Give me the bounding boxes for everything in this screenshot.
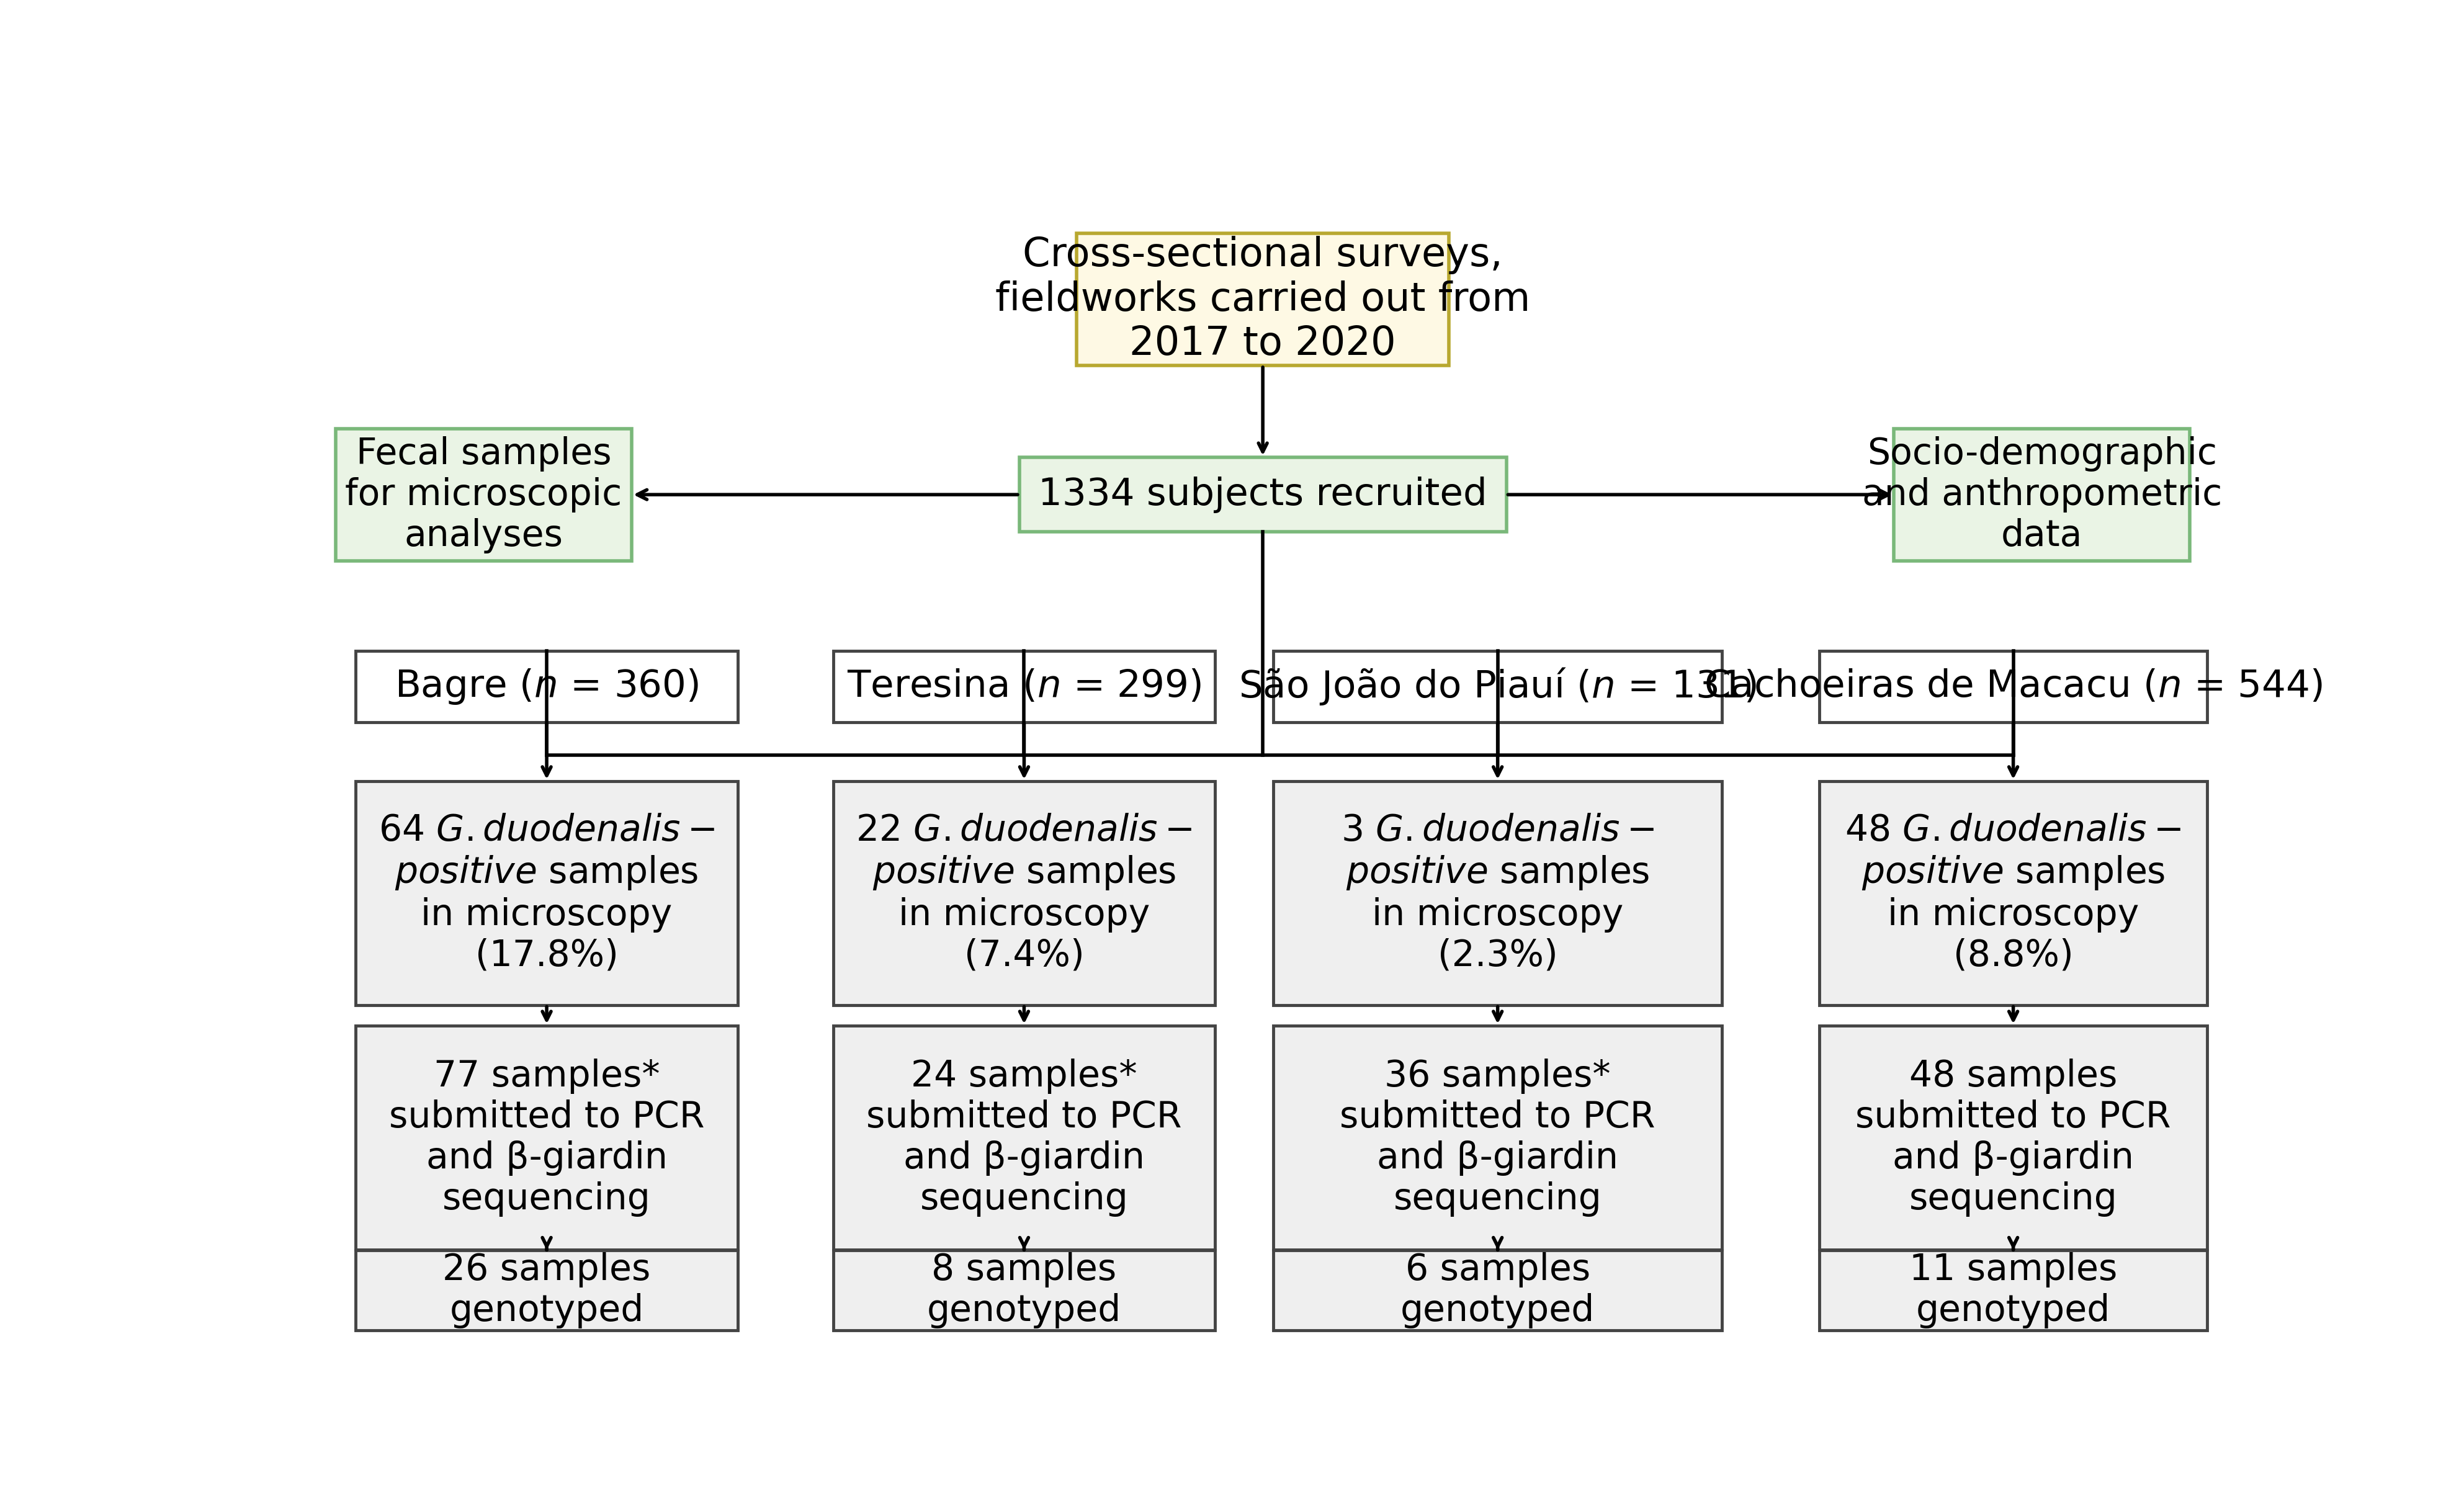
FancyBboxPatch shape: [1818, 781, 2208, 1005]
FancyBboxPatch shape: [833, 650, 1215, 722]
FancyBboxPatch shape: [1895, 428, 2190, 561]
FancyBboxPatch shape: [1274, 1249, 1722, 1330]
FancyBboxPatch shape: [1274, 1026, 1722, 1249]
Text: 6 samples
genotyped: 6 samples genotyped: [1400, 1252, 1594, 1328]
FancyBboxPatch shape: [833, 1026, 1215, 1249]
FancyBboxPatch shape: [1274, 781, 1722, 1005]
Text: 22 $\it{G. duodenalis-}$
$\it{positive}$ samples
in microscopy
(7.4%): 22 $\it{G. duodenalis-}$ $\it{positive}$…: [855, 813, 1193, 974]
Text: 1334 subjects recruited: 1334 subjects recruited: [1037, 476, 1488, 513]
FancyBboxPatch shape: [1818, 1026, 2208, 1249]
Text: Cachoeiras de Macacu ($n$ = 544): Cachoeiras de Macacu ($n$ = 544): [1705, 668, 2324, 705]
FancyBboxPatch shape: [355, 1249, 737, 1330]
Text: 3 $\it{G. duodenalis-}$
$\it{positive}$ samples
in microscopy
(2.3%): 3 $\it{G. duodenalis-}$ $\it{positive}$ …: [1340, 813, 1653, 974]
Text: 24 samples*
submitted to PCR
and β-giardin
sequencing: 24 samples* submitted to PCR and β-giard…: [867, 1059, 1183, 1217]
Text: 48 $\it{G. duodenalis-}$
$\it{positive}$ samples
in microscopy
(8.8%): 48 $\it{G. duodenalis-}$ $\it{positive}$…: [1846, 813, 2181, 974]
FancyBboxPatch shape: [1020, 458, 1506, 532]
Text: 8 samples
genotyped: 8 samples genotyped: [926, 1252, 1121, 1328]
FancyBboxPatch shape: [1077, 234, 1449, 365]
FancyBboxPatch shape: [1274, 650, 1722, 722]
Text: Fecal samples
for microscopic
analyses: Fecal samples for microscopic analyses: [345, 435, 621, 553]
Text: 36 samples*
submitted to PCR
and β-giardin
sequencing: 36 samples* submitted to PCR and β-giard…: [1340, 1059, 1656, 1217]
Text: 64 $\it{G. duodenalis-}$
$\it{positive}$ samples
in microscopy
(17.8%): 64 $\it{G. duodenalis-}$ $\it{positive}$…: [379, 813, 715, 974]
Text: Teresina ($n$ = 299): Teresina ($n$ = 299): [848, 668, 1202, 705]
Text: 11 samples
genotyped: 11 samples genotyped: [1910, 1252, 2117, 1328]
FancyBboxPatch shape: [355, 1026, 737, 1249]
FancyBboxPatch shape: [833, 781, 1215, 1005]
FancyBboxPatch shape: [1818, 650, 2208, 722]
FancyBboxPatch shape: [833, 1249, 1215, 1330]
Text: São João do Piauí ($n$ = 131): São João do Piauí ($n$ = 131): [1239, 666, 1757, 707]
FancyBboxPatch shape: [335, 428, 631, 561]
Text: 26 samples
genotyped: 26 samples genotyped: [444, 1252, 650, 1328]
Text: Bagre ($n$ = 360): Bagre ($n$ = 360): [394, 666, 700, 705]
Text: Socio-demographic
and anthropometric
data: Socio-demographic and anthropometric dat…: [1863, 435, 2223, 553]
FancyBboxPatch shape: [355, 650, 737, 722]
Text: 48 samples
submitted to PCR
and β-giardin
sequencing: 48 samples submitted to PCR and β-giardi…: [1855, 1059, 2171, 1217]
Text: 77 samples*
submitted to PCR
and β-giardin
sequencing: 77 samples* submitted to PCR and β-giard…: [389, 1059, 705, 1217]
Text: Cross-sectional surveys,
fieldworks carried out from
2017 to 2020: Cross-sectional surveys, fieldworks carr…: [995, 236, 1530, 364]
FancyBboxPatch shape: [355, 781, 737, 1005]
FancyBboxPatch shape: [1818, 1249, 2208, 1330]
